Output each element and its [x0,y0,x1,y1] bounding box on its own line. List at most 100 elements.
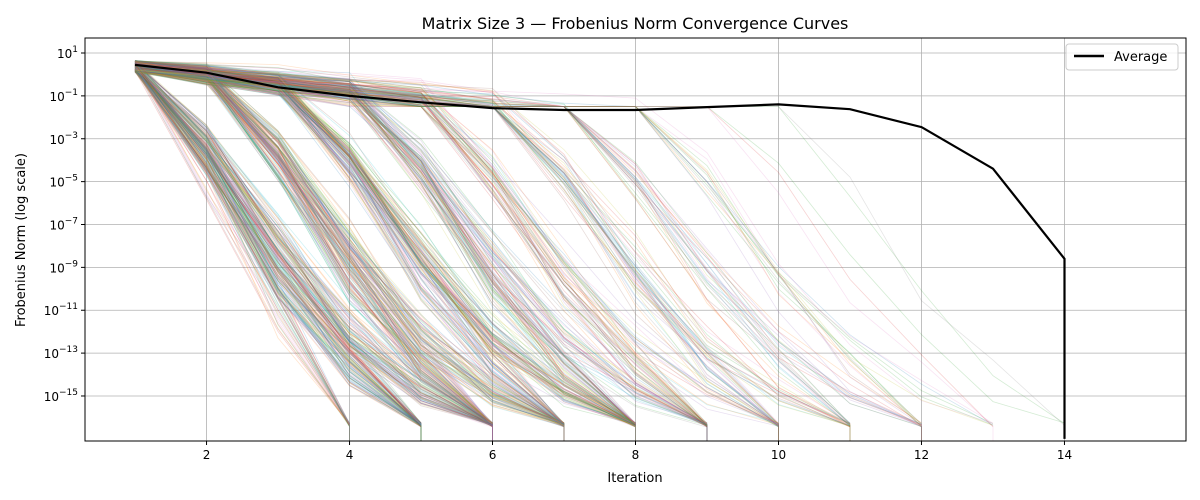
run-curve [134,67,636,425]
run-curve [134,62,565,426]
run-curve [134,71,779,441]
run-curve [134,64,493,441]
run-curve [134,60,779,441]
run-curve [134,62,922,424]
run-curve [134,66,422,428]
run-curve [134,68,350,441]
run-curve [134,71,636,426]
run-curve [134,61,565,425]
run-curve [134,64,565,428]
run-curve [134,62,565,424]
run-curve [134,69,493,441]
run-curve [134,69,565,427]
run-curve [134,60,565,424]
run-curve [134,66,422,424]
run-curve [134,69,422,441]
run-curve [134,60,565,424]
y-tick-label: 10−9 [49,259,78,275]
run-curve [134,65,922,441]
run-curve [134,68,493,424]
run-curve [134,69,493,424]
run-curve [134,68,350,425]
run-curve [134,70,493,426]
run-curve [134,66,708,441]
run-curve [134,70,422,425]
run-curve [134,71,350,427]
run-curve [134,60,493,426]
run-curve [134,64,636,424]
run-curve [134,68,636,427]
run-curve [134,65,565,441]
run-curve [134,60,851,427]
run-curve [134,70,636,426]
run-curve [134,65,493,441]
run-curve [134,70,565,441]
run-curve [134,66,422,427]
run-curve [134,65,565,426]
run-curve [134,64,565,424]
run-curve [134,69,565,425]
run-curve [134,68,422,426]
run-curve [134,60,493,425]
run-curve [134,60,493,427]
x-tick-label: 4 [346,448,354,462]
run-curve [134,62,350,427]
run-curve [134,70,493,441]
run-curve [134,64,350,427]
run-curve [134,70,493,427]
run-curve [134,68,493,441]
run-curve [134,62,636,425]
run-curve [134,64,565,425]
run-curve [134,67,779,427]
run-curve [134,62,779,425]
run-curve [134,65,779,427]
y-tick-label: 10−1 [49,88,78,104]
run-curve [134,69,565,441]
run-curve [134,66,493,427]
run-curve [134,62,636,441]
run-curve [134,65,708,426]
run-curve [134,71,493,427]
run-curve [134,69,493,441]
y-tick-label: 10−5 [49,174,78,190]
run-curve [134,63,493,425]
run-curve [134,66,922,427]
run-curve [134,70,851,426]
run-curve [134,64,422,441]
run-curve [134,67,636,427]
run-curve [134,70,565,441]
run-curve [134,63,422,441]
run-curve [134,66,422,441]
run-curve [134,64,779,426]
run-curve [134,60,708,426]
run-curve [134,64,493,441]
run-curve [134,62,779,426]
run-curve [134,68,565,441]
run-curve [134,69,422,441]
run-curve [134,68,708,426]
run-curve [134,65,422,441]
run-curve [134,65,350,426]
legend: Average [1065,43,1179,71]
run-curve [134,69,636,428]
run-curve [134,70,350,427]
run-curve [134,68,922,441]
run-curve [134,61,493,425]
run-curve [134,67,636,441]
run-curve [134,69,493,427]
run-curve [134,63,493,424]
run-curve [134,70,636,426]
run-curve [134,71,493,441]
run-curve [134,67,1065,424]
run-curve [134,68,493,441]
run-curve [134,61,779,425]
run-curve [134,71,636,426]
run-curve [134,69,493,426]
run-curve [134,63,636,425]
run-curve [134,64,350,427]
run-curve [134,69,851,428]
run-curve [134,65,636,441]
run-curve [134,68,779,427]
run-curve [134,63,493,427]
run-curve [134,61,493,441]
